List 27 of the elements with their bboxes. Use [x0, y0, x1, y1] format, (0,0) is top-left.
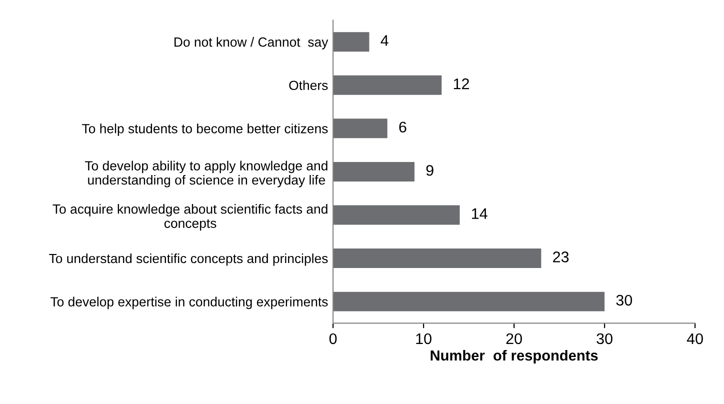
- x-tick-label: 40: [686, 333, 703, 344]
- data-label: 30: [616, 294, 632, 306]
- x-tick-label: 30: [596, 333, 612, 344]
- data-label: 9: [426, 164, 434, 176]
- bar: [333, 32, 370, 52]
- bar: [333, 248, 542, 268]
- data-label: 14: [472, 208, 488, 219]
- data-label: 4: [380, 35, 388, 46]
- data-label: 12: [454, 78, 469, 90]
- bar: [333, 118, 388, 138]
- x-tick-label: 10: [416, 333, 432, 344]
- y-tick-label: To help students to become better citizens: [82, 124, 328, 136]
- data-label: 6: [399, 122, 406, 133]
- y-tick-label: To develop expertise in conducting experiments: [50, 296, 328, 310]
- bar: [333, 205, 460, 225]
- x-tick-label: 20: [506, 333, 522, 344]
- y-tick-label: To develop ability to apply knowledge and understanding of science in everyday life: [84, 160, 328, 188]
- bar: [333, 292, 605, 312]
- bar: [333, 162, 414, 182]
- bar: [333, 75, 442, 95]
- y-tick-label: To acquire knowledge about scientific facts and concepts: [52, 204, 328, 231]
- y-tick-label: To understand scientific concepts and principles: [49, 253, 328, 266]
- x-tick-label: 0: [329, 333, 337, 344]
- data-label: 23: [553, 252, 569, 262]
- y-tick-label: Others: [289, 80, 328, 90]
- x-axis-title: Number of respondents: [430, 350, 598, 364]
- y-tick-label: Do not know / Cannot say: [174, 37, 328, 50]
